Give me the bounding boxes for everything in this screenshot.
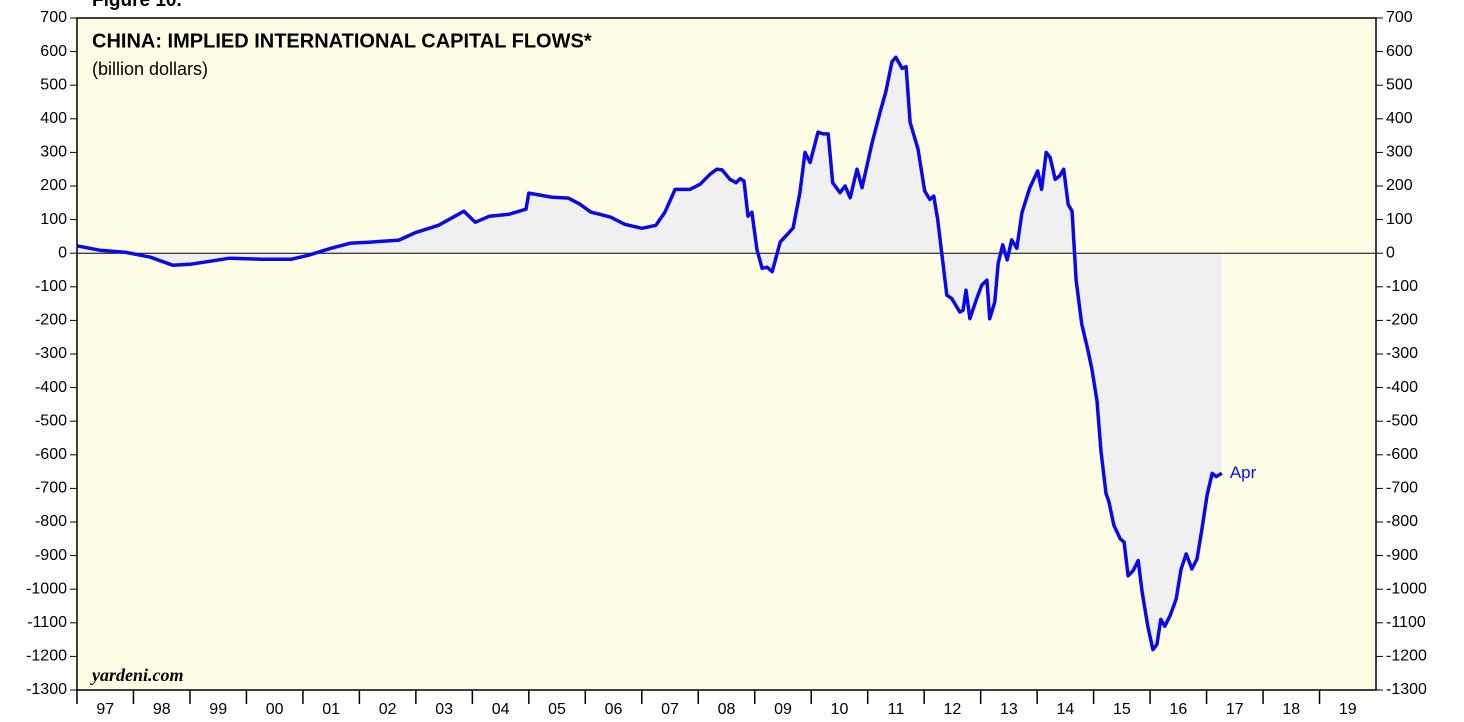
y2-tick-label: -500	[1386, 412, 1418, 429]
x-tick-label: 05	[548, 701, 566, 717]
x-tick-label: 97	[96, 701, 114, 717]
y-tick-label: 700	[40, 9, 67, 26]
y2-tick-label: -400	[1386, 379, 1418, 396]
source: yardeni.com	[90, 665, 184, 685]
y-tick-label: 600	[40, 43, 67, 60]
y2-tick-label: -1300	[1386, 681, 1427, 698]
x-tick-label: 14	[1056, 701, 1074, 717]
x-tick-label: 98	[153, 701, 171, 717]
y2-tick-label: 0	[1386, 244, 1395, 261]
y-tick-label: -300	[35, 345, 67, 362]
x-tick-label: 08	[718, 701, 736, 717]
y-tick-label: -900	[35, 547, 67, 564]
x-tick-label: 11	[888, 701, 905, 717]
y2-tick-label: -900	[1386, 547, 1418, 564]
y-tick-label: -1300	[26, 681, 67, 698]
y-tick-label: -1100	[27, 614, 67, 631]
x-tick-label: 99	[209, 701, 227, 717]
y-tick-label: 300	[40, 144, 67, 161]
y-tick-label: -700	[35, 480, 67, 497]
x-tick-label: 15	[1113, 701, 1131, 717]
annotation: Apr	[1230, 463, 1257, 482]
y2-tick-label: -200	[1386, 312, 1418, 329]
y-tick-label: 400	[40, 110, 67, 127]
y2-tick-label: 400	[1386, 110, 1413, 127]
y-tick-label: 100	[40, 211, 67, 228]
x-tick-label: 17	[1226, 701, 1244, 717]
y2-tick-label: 600	[1386, 43, 1413, 60]
y-tick-label: -1200	[26, 648, 67, 665]
figure-label: Figure 10.	[92, 0, 182, 11]
x-tick-label: 02	[379, 701, 397, 717]
x-tick-label: 01	[322, 701, 340, 717]
x-tick-label: 00	[266, 701, 284, 717]
y2-tick-label: 300	[1386, 144, 1413, 161]
x-tick-label: 12	[944, 701, 962, 717]
y2-tick-label: 200	[1386, 177, 1413, 194]
x-tick-label: 16	[1169, 701, 1187, 717]
y2-tick-label: -700	[1386, 480, 1418, 497]
y-tick-label: 500	[40, 76, 67, 93]
y2-tick-label: -1000	[1386, 580, 1427, 597]
y2-tick-label: 100	[1386, 211, 1413, 228]
y-tick-label: -500	[35, 412, 67, 429]
x-tick-label: 03	[435, 701, 453, 717]
y-tick-label: -1000	[26, 580, 67, 597]
y2-tick-label: 500	[1386, 76, 1413, 93]
x-tick-label: 06	[605, 701, 623, 717]
y-tick-label: 200	[40, 177, 67, 194]
x-tick-label: 10	[831, 701, 849, 717]
chart-title: CHINA: IMPLIED INTERNATIONAL CAPITAL FLO…	[92, 30, 592, 52]
y-tick-label: -400	[35, 379, 67, 396]
line	[76, 55, 1223, 652]
y2-tick-label: -800	[1386, 513, 1418, 530]
chart-subtitle: (billion dollars)	[92, 59, 208, 79]
x-tick-label: 04	[492, 701, 510, 717]
y2-tick-label: -1100	[1386, 614, 1426, 631]
y2-tick-label: 700	[1386, 9, 1413, 26]
y-tick-label: -800	[35, 513, 67, 530]
y-tick-label: -200	[35, 312, 67, 329]
x-tick-label: 09	[774, 701, 792, 717]
y2-tick-label: -300	[1386, 345, 1418, 362]
y-tick-label: -600	[35, 446, 67, 463]
x-tick-label: 13	[1000, 701, 1018, 717]
x-tick-label: 07	[661, 701, 679, 717]
y-tick-label: 0	[58, 244, 67, 261]
y2-tick-label: -600	[1386, 446, 1418, 463]
y-tick-label: -100	[35, 278, 67, 295]
x-tick-label: 18	[1282, 701, 1300, 717]
y2-tick-label: -1200	[1386, 648, 1427, 665]
x-tick-label: 19	[1339, 701, 1357, 717]
y2-tick-label: -100	[1386, 278, 1418, 295]
